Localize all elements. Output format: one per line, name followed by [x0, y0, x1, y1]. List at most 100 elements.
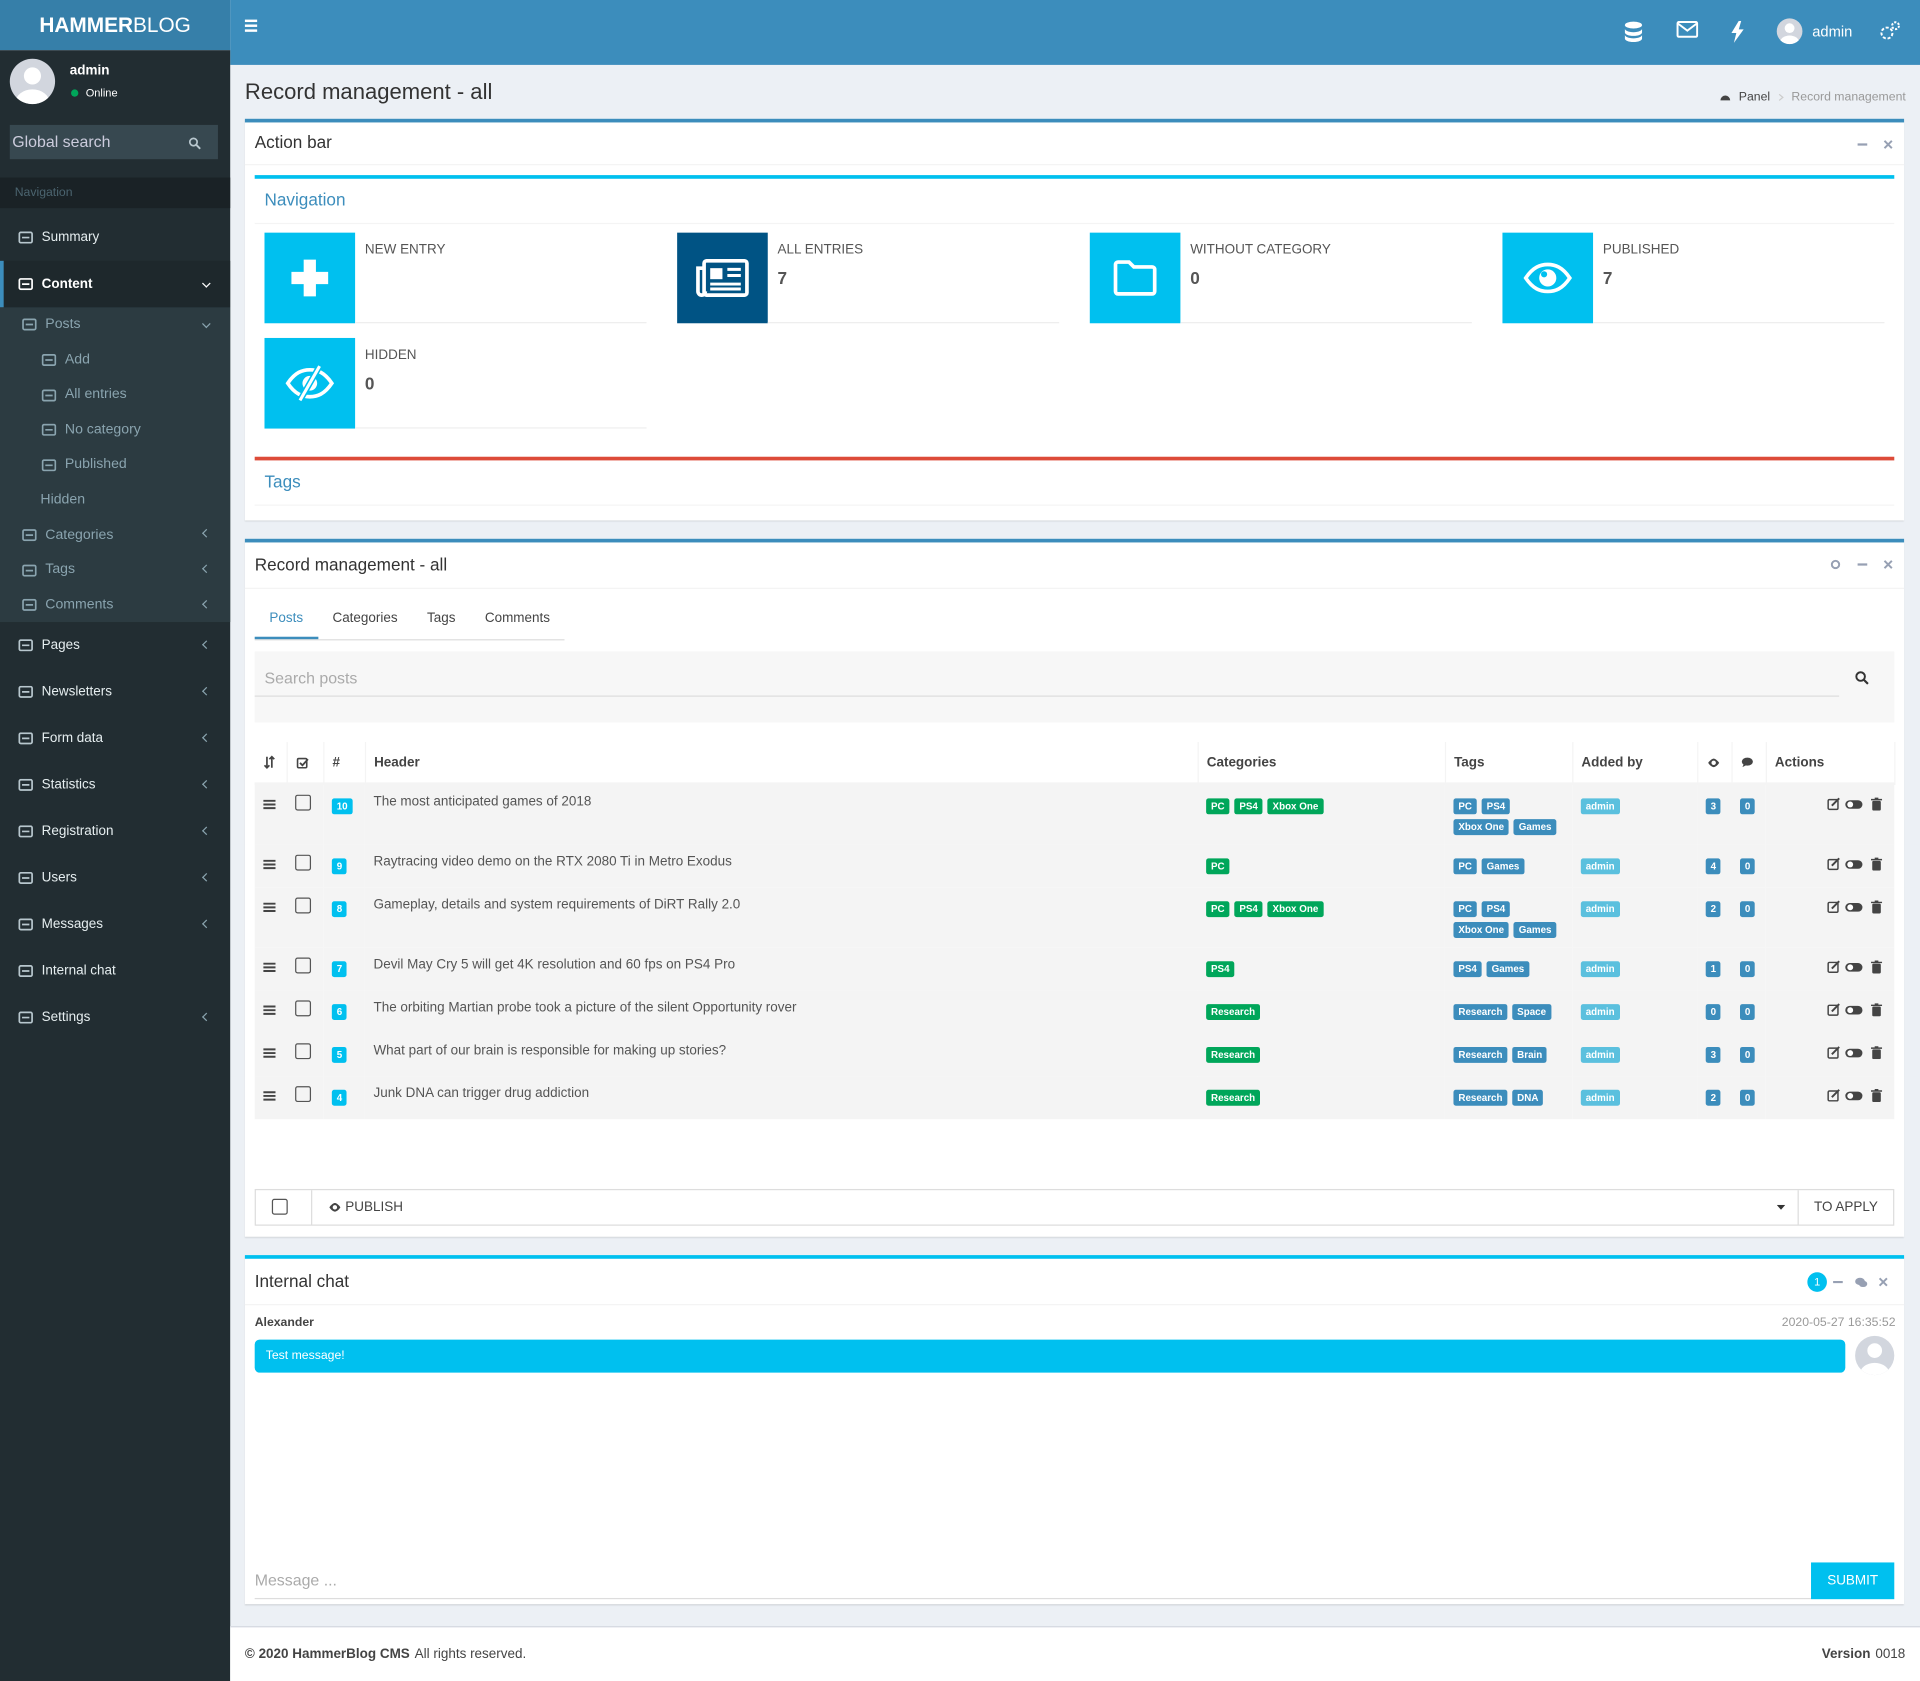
box-tool[interactable]	[1883, 560, 1893, 570]
icon[interactable]	[1827, 857, 1886, 871]
top-icon[interactable]	[1878, 21, 1900, 43]
top-icon[interactable]	[1624, 21, 1644, 43]
apply-button[interactable]: TO APPLY	[1797, 1190, 1894, 1225]
menu-toggle[interactable]	[244, 19, 258, 32]
icon[interactable]	[263, 961, 276, 973]
box-tool[interactable]	[1833, 1277, 1843, 1287]
post-title[interactable]: The most anticipated games of 2018	[373, 794, 592, 810]
post-title[interactable]: Devil May Cry 5 will get 4K resolution a…	[373, 957, 736, 973]
row-checkbox[interactable]	[295, 1000, 312, 1017]
icon[interactable]	[263, 858, 276, 870]
tab[interactable]: Comments	[484, 611, 550, 626]
icon[interactable]	[1827, 1046, 1886, 1060]
row-checkbox[interactable]	[295, 854, 312, 871]
row-checkbox[interactable]	[295, 1043, 312, 1060]
icon[interactable]	[263, 1004, 276, 1016]
column-header	[286, 742, 324, 784]
cell: 0	[1731, 888, 1765, 948]
post-title[interactable]: What part of our brain is responsible fo…	[373, 1043, 727, 1058]
tab[interactable]: Categories	[332, 611, 398, 626]
menu-item[interactable]	[0, 214, 230, 261]
row-checkbox[interactable]	[295, 897, 312, 914]
icon[interactable]	[263, 1047, 276, 1059]
label: DNA	[1512, 1089, 1544, 1106]
global-search[interactable]: Global search	[9, 124, 218, 160]
label: 0	[1740, 1046, 1756, 1063]
top-icon[interactable]	[1676, 21, 1699, 38]
cell	[255, 1076, 287, 1119]
icon[interactable]	[1827, 900, 1886, 914]
submit-button[interactable]: SUBMIT	[1811, 1562, 1895, 1600]
nav-tile[interactable]: NEW ENTRY	[264, 232, 647, 324]
label: Xbox One	[1267, 901, 1324, 918]
page-title: Record management - all	[244, 79, 493, 105]
nav-tile[interactable]: WITHOUT CATEGORY 0	[1089, 232, 1472, 324]
box-tool[interactable]	[1878, 1277, 1888, 1287]
column-header: Categories	[1197, 742, 1446, 784]
cell: Devil May Cry 5 will get 4K resolution a…	[365, 948, 1198, 991]
label: Brain	[1512, 1046, 1548, 1063]
nav-tile[interactable]: HIDDEN 0	[264, 337, 647, 429]
menu-item[interactable]	[0, 809, 230, 856]
row-checkbox[interactable]	[295, 957, 312, 974]
icon[interactable]	[1827, 1089, 1886, 1103]
menu-item[interactable]	[0, 762, 230, 809]
box-tool[interactable]	[1855, 1277, 1868, 1288]
box-tool[interactable]	[1830, 559, 1841, 570]
icon[interactable]	[263, 798, 276, 810]
icon-part	[1847, 1007, 1854, 1014]
menu-item[interactable]	[0, 482, 230, 517]
box-tool[interactable]	[1857, 560, 1868, 570]
menu-item[interactable]	[0, 855, 230, 902]
icon-part	[1872, 1092, 1881, 1103]
top-icon[interactable]	[1730, 20, 1745, 43]
cell	[287, 1033, 324, 1076]
label: 0	[1740, 1004, 1756, 1020]
icon[interactable]	[1827, 797, 1886, 811]
bulk-select[interactable]: PUBLISH	[312, 1190, 1797, 1224]
icon[interactable]	[1827, 960, 1886, 974]
icon-part	[710, 268, 723, 280]
icon[interactable]	[263, 1090, 276, 1102]
menu-item[interactable]	[0, 623, 230, 670]
menu-label: Hidden	[40, 492, 86, 507]
menu-item[interactable]	[0, 260, 231, 308]
section-title: Tags	[264, 471, 301, 492]
icon[interactable]	[263, 901, 276, 913]
column-title: Tags	[1454, 754, 1485, 770]
nav-tile[interactable]: PUBLISHED 7	[1502, 232, 1885, 324]
message-input[interactable]: Message ...	[254, 1562, 1812, 1600]
row-checkbox[interactable]	[295, 1086, 312, 1103]
row-checkbox[interactable]	[295, 794, 312, 811]
cell: 2	[1697, 1076, 1731, 1119]
icon-part	[1784, 23, 1795, 34]
post-search[interactable]: Search posts	[254, 651, 1895, 723]
bulk-checkbox[interactable]	[271, 1198, 288, 1215]
cell	[255, 888, 287, 948]
icon[interactable]	[1827, 1003, 1886, 1017]
icon-part	[702, 258, 749, 297]
icon-part	[18, 639, 33, 652]
post-title[interactable]: The orbiting Martian probe took a pictur…	[373, 1000, 797, 1016]
tile-line	[355, 427, 647, 429]
nav-tile[interactable]: ALL ENTRIES 7	[677, 232, 1060, 324]
icon	[1741, 757, 1753, 768]
menu-item[interactable]	[0, 902, 230, 949]
box-tool[interactable]	[1883, 140, 1893, 150]
icon-part	[18, 278, 33, 291]
tile-line	[355, 322, 647, 324]
search-underline	[254, 695, 1840, 697]
menu-item[interactable]	[0, 716, 230, 763]
post-title[interactable]: Gameplay, details and system requirement…	[373, 897, 741, 913]
cell: Research DNA	[1445, 1076, 1572, 1119]
box-tool[interactable]	[1857, 140, 1868, 150]
menu-label: Users	[41, 871, 77, 886]
tab[interactable]: Posts	[254, 600, 318, 640]
menu-item[interactable]	[0, 995, 230, 1042]
post-title[interactable]: Junk DNA can trigger drug addiction	[373, 1086, 590, 1101]
tile-icon	[677, 232, 768, 324]
post-title[interactable]: Raytracing video demo on the RTX 2080 Ti…	[373, 854, 732, 870]
tab[interactable]: Tags	[427, 611, 456, 626]
menu-item[interactable]	[0, 342, 230, 377]
menu-item[interactable]	[0, 669, 230, 716]
